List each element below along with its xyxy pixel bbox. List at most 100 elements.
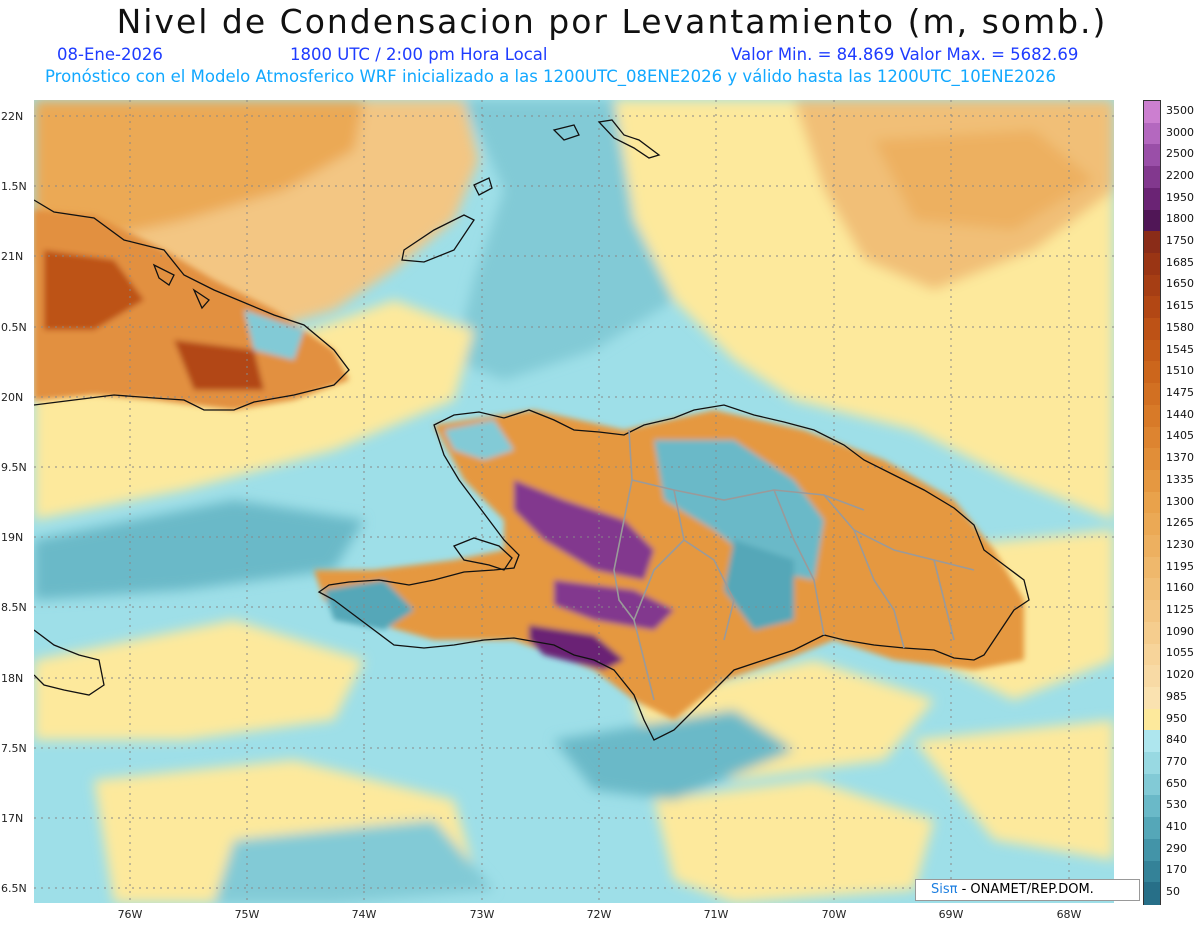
colorbar-swatch: [1144, 491, 1160, 514]
gonave-island: [452, 537, 513, 571]
lat-label: 18N: [1, 672, 24, 685]
min-max-values: Valor Min. = 84.869 Valor Max. = 5682.69: [731, 45, 1079, 64]
hispaniola-shading: [314, 410, 1024, 720]
lat-label: 9.5N: [1, 461, 27, 474]
jamaica-coastline: [34, 629, 105, 696]
colorbar-label: 1475: [1166, 385, 1194, 399]
colorbar-label: 1405: [1166, 429, 1194, 443]
colorbar-swatch: [1144, 773, 1160, 797]
credit-brand: Sisπ: [931, 882, 958, 897]
colorbar-label: 1580: [1166, 320, 1194, 334]
colorbar-swatch: [1144, 621, 1160, 645]
colorbar-label: 1440: [1166, 407, 1194, 421]
lat-label: 21N: [1, 250, 24, 263]
colorbar-swatch: [1144, 448, 1160, 471]
lat-label: 0.5N: [1, 321, 27, 334]
colorbar-swatch: [1144, 296, 1160, 319]
lat-label: 17N: [1, 812, 24, 825]
colorbar-label: 1545: [1166, 342, 1194, 356]
colorbar-label: 840: [1166, 733, 1187, 747]
colorbar-swatch: [1144, 817, 1160, 840]
colorbar-label: 2500: [1166, 147, 1194, 161]
colorbar-label: 1685: [1166, 255, 1194, 269]
lon-label: 71W: [703, 908, 729, 921]
colorbar-swatch: [1144, 665, 1160, 688]
colorbar-label: 3000: [1166, 125, 1194, 139]
colorbar-label: 1300: [1166, 494, 1194, 508]
colorbar-label: 1750: [1166, 234, 1194, 248]
colorbar-label: 650: [1166, 776, 1187, 790]
colorbar-swatch: [1144, 708, 1160, 731]
lon-label: 73W: [469, 908, 495, 921]
colorbar-swatch: [1144, 101, 1160, 124]
colorbar-label: 985: [1166, 689, 1187, 703]
colorbar-label: 1055: [1166, 646, 1194, 660]
colorbar-label: 950: [1166, 711, 1187, 725]
colorbar-swatch: [1144, 578, 1160, 601]
forecast-model-line: Pronóstico con el Modelo Atmosferico WRF…: [45, 67, 1056, 86]
lat-label: 1.5N: [1, 180, 27, 193]
colorbar-label: 1615: [1166, 299, 1194, 313]
lat-label: 7.5N: [1, 742, 27, 755]
colorbar: [1143, 100, 1161, 905]
colorbar-swatch: [1144, 535, 1160, 558]
colorbar-swatch: [1144, 274, 1160, 297]
colorbar-swatch: [1144, 231, 1160, 254]
lon-label: 74W: [351, 908, 377, 921]
colorbar-swatch: [1144, 209, 1160, 232]
map-title: Nivel de Condensacion por Levantamiento …: [116, 2, 1108, 41]
colorbar-label: 50: [1166, 885, 1180, 899]
colorbar-label: 1265: [1166, 516, 1194, 530]
forecast-time: 1800 UTC / 2:00 pm Hora Local: [290, 45, 548, 64]
lat-label: 19N: [1, 531, 24, 544]
colorbar-swatch: [1144, 882, 1160, 905]
colorbar-label: 410: [1166, 820, 1187, 834]
colorbar-label: 1335: [1166, 472, 1194, 486]
colorbar-label: 770: [1166, 754, 1187, 768]
hispaniola-coastline: [317, 404, 1030, 741]
lon-label: 68W: [1056, 908, 1082, 921]
colorbar-label: 170: [1166, 863, 1187, 877]
colorbar-swatch: [1144, 752, 1160, 775]
colorbar-swatch: [1144, 686, 1160, 710]
colorbar-label: 1160: [1166, 581, 1194, 595]
colorbar-swatch: [1144, 187, 1160, 211]
colorbar-swatch: [1144, 122, 1160, 145]
colorbar-label: 1650: [1166, 277, 1194, 291]
colorbar-label: 1090: [1166, 624, 1194, 638]
colorbar-label: 1230: [1166, 537, 1194, 551]
colorbar-swatch: [1144, 838, 1160, 862]
lon-label: 70W: [821, 908, 847, 921]
lon-label: 69W: [938, 908, 964, 921]
cuba-coastline: [34, 199, 350, 411]
colorbar-swatch: [1144, 643, 1160, 666]
credit-box: Sisπ - ONAMET/REP.DOM.: [915, 879, 1140, 901]
colorbar-label: 530: [1166, 798, 1187, 812]
colorbar-label: 1950: [1166, 190, 1194, 204]
colorbar-swatch: [1144, 600, 1160, 623]
colorbar-swatch: [1144, 404, 1160, 428]
lon-label: 72W: [586, 908, 612, 921]
lon-label: 76W: [117, 908, 143, 921]
cuba-shading: [34, 210, 349, 410]
colorbar-label: 3500: [1166, 103, 1194, 117]
colorbar-swatch: [1144, 361, 1160, 384]
colorbar-swatch: [1144, 426, 1160, 449]
lat-label: 22N: [1, 110, 24, 123]
coastlines: [34, 119, 1030, 741]
colorbar-swatch: [1144, 383, 1160, 406]
colorbar-swatch: [1144, 318, 1160, 341]
forecast-date: 08-Ene-2026: [57, 45, 163, 64]
colorbar-swatch: [1144, 860, 1160, 883]
lat-lon-grid: [34, 100, 1114, 903]
colorbar-label: 1800: [1166, 212, 1194, 226]
colorbar-swatch: [1144, 166, 1160, 189]
colorbar-swatch: [1144, 795, 1160, 818]
colorbar-label: 1370: [1166, 451, 1194, 465]
colorbar-swatch: [1144, 556, 1160, 580]
lon-label: 75W: [234, 908, 260, 921]
colorbar-swatch: [1144, 144, 1160, 167]
colorbar-label: 290: [1166, 841, 1187, 855]
colorbar-swatch: [1144, 513, 1160, 536]
colorbar-swatch: [1144, 339, 1160, 363]
